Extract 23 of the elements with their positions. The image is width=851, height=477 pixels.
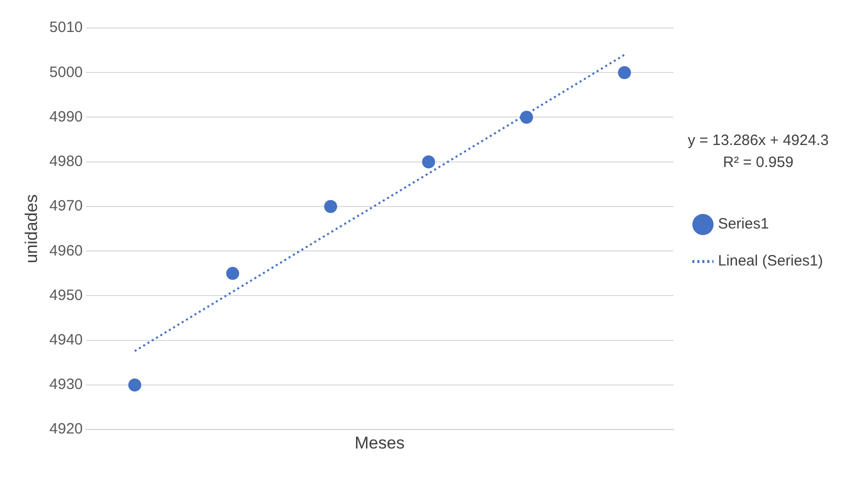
y-tick-label: 4930 — [49, 376, 83, 394]
point — [226, 266, 240, 280]
y-tick-label: 5000 — [49, 64, 83, 81]
y-tick-label: 4960 — [49, 242, 83, 260]
legend-label: Lineal (Series1) — [718, 252, 824, 270]
point — [422, 155, 436, 168]
point — [618, 66, 631, 80]
point — [128, 378, 142, 392]
line-series — [134, 54, 626, 352]
point — [324, 200, 338, 213]
x-axis-title: Meses — [354, 433, 405, 452]
y-tick-label: 4970 — [49, 198, 83, 215]
y-tick-label: 4980 — [49, 153, 83, 170]
y-axis-title: unidades — [22, 194, 41, 264]
text: y = 13.286x + 4924.3 — [688, 132, 829, 150]
legend-label: Series1 — [718, 216, 769, 233]
point — [520, 110, 534, 124]
text: R² = 0.959 — [722, 154, 794, 172]
y-tick-label: 4990 — [49, 108, 83, 126]
y-tick-label: 4920 — [49, 420, 83, 438]
y-tick-label: 4950 — [49, 286, 83, 304]
y-tick-label: 4940 — [49, 331, 83, 348]
y-tick-label: 5010 — [49, 19, 83, 36]
